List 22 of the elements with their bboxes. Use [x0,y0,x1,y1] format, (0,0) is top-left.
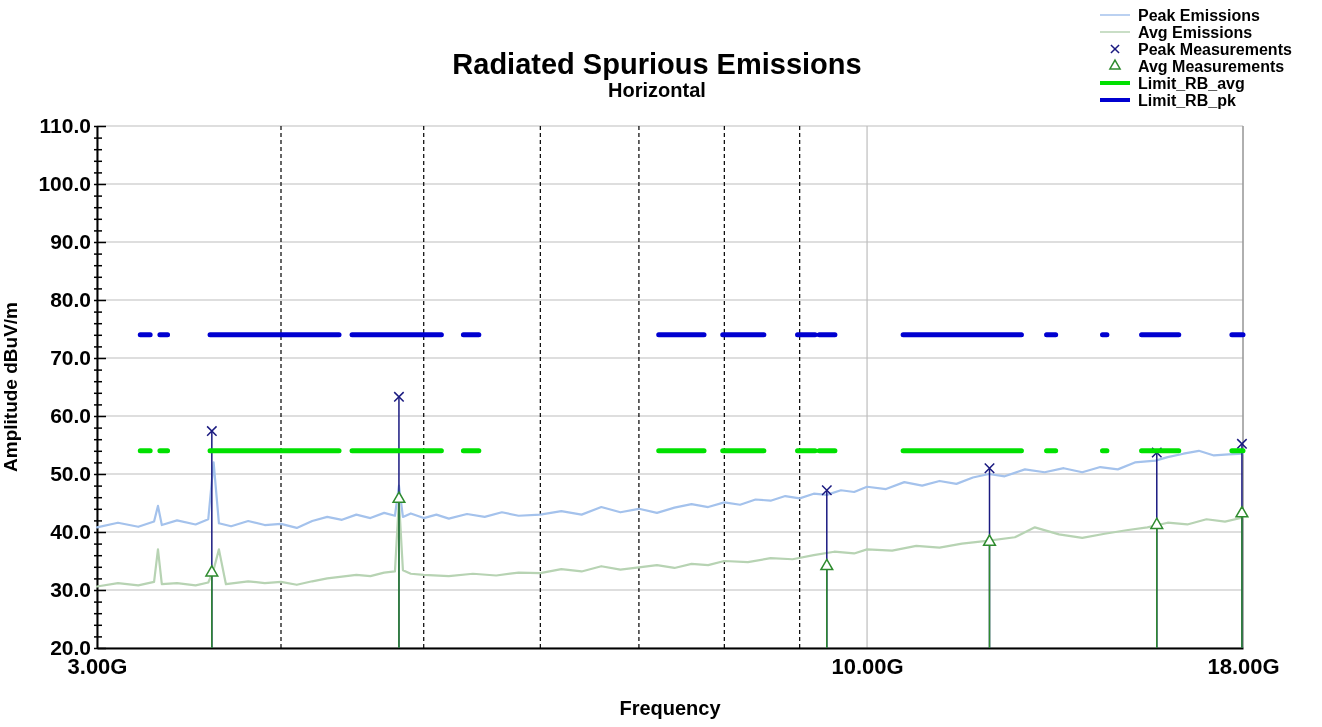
legend-label: Peak Emissions [1138,7,1260,24]
legend-label: Peak Measurements [1138,41,1292,58]
y-tick-label: 110.0 [39,114,91,138]
legend-label: Limit_RB_avg [1138,75,1245,92]
y-tick-label: 60.0 [50,404,91,428]
x-tick-label: 18.00G [1207,653,1280,679]
y-tick-label: 40.0 [50,520,91,544]
legend-label: Avg Measurements [1138,58,1285,75]
y-tick-label: 20.0 [50,636,91,660]
y-tick-label: 80.0 [50,288,91,312]
legend-label: Avg Emissions [1138,24,1253,41]
x-axis-title: Frequency [619,697,722,719]
y-axis-title: Amplitude dBuV/m [0,302,21,472]
legend-label: Limit_RB_pk [1138,92,1236,109]
y-tick-label: 100.0 [38,172,91,196]
chart-subtitle: Horizontal [608,79,706,101]
x-tick-label: 10.00G [831,653,904,679]
chart-title: Radiated Spurious Emissions [452,48,862,80]
y-tick-label: 90.0 [50,230,91,254]
y-tick-label: 50.0 [50,462,91,486]
y-tick-label: 70.0 [50,346,91,370]
y-tick-label: 30.0 [50,578,91,602]
